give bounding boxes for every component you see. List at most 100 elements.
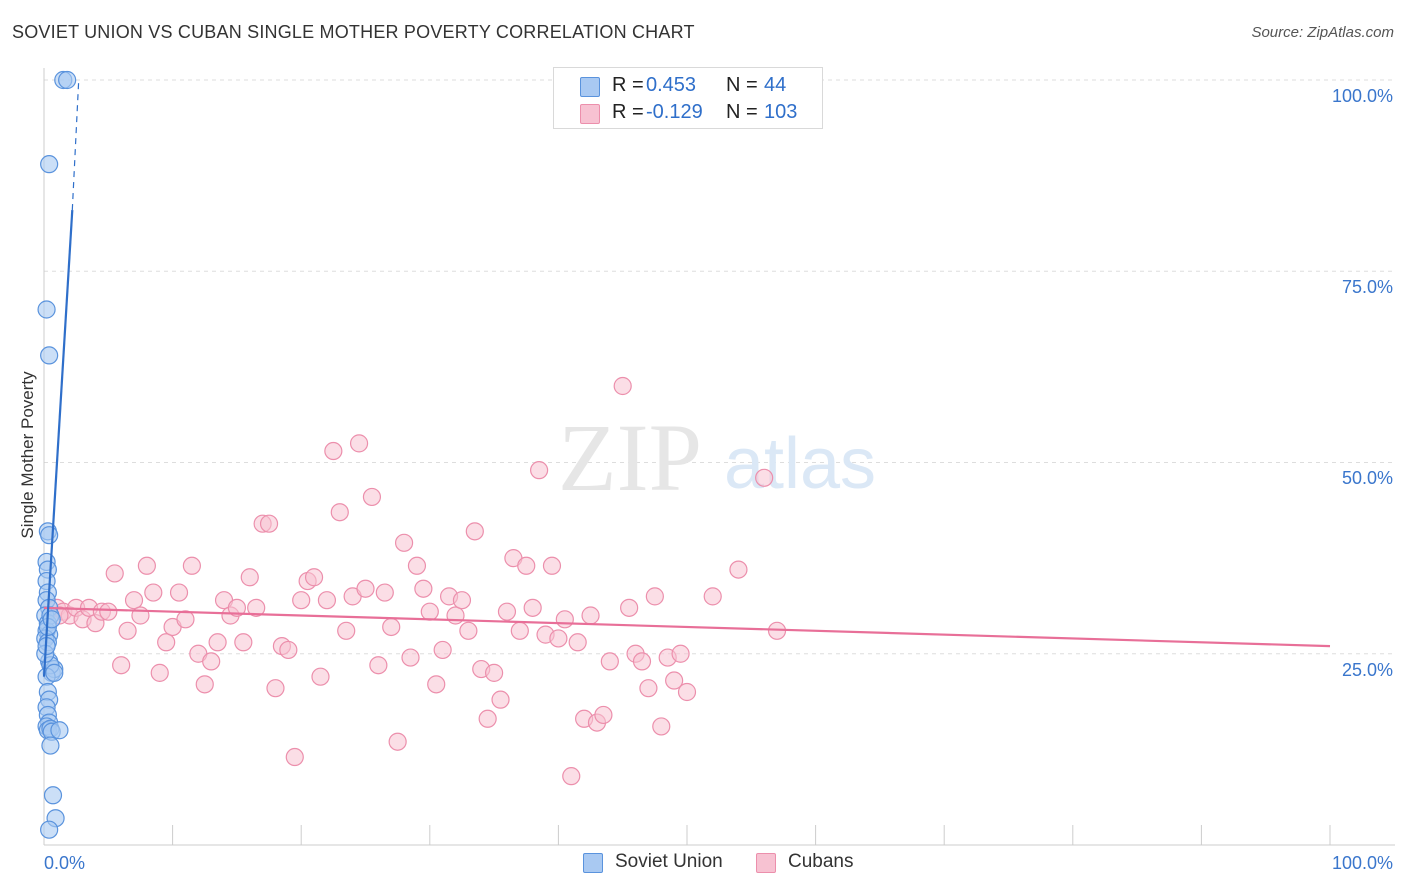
cuban-point <box>169 583 189 602</box>
cuban-point <box>549 629 568 648</box>
cuban-point <box>555 610 574 629</box>
legend-label: Cubans <box>788 851 854 872</box>
correlation-legend: R = 0.453 N = 44 R = -0.129 N = 103 <box>553 67 823 129</box>
cuban-point <box>491 690 510 709</box>
cuban-point <box>594 705 613 725</box>
x-tick-label-0: 0.0% <box>44 853 86 873</box>
cuban-point <box>433 640 452 660</box>
cuban-point <box>247 598 266 617</box>
cuban-point <box>337 621 356 640</box>
cuban-point <box>150 663 169 682</box>
r-label: R = <box>612 101 644 123</box>
x-tick-label-100: 100.0% <box>1331 853 1393 873</box>
cuban-point <box>414 579 433 598</box>
watermark: ZIP atlas <box>558 404 876 511</box>
cuban-point <box>279 640 298 660</box>
cuban-point <box>465 522 484 541</box>
cuban-point <box>99 602 118 621</box>
cuban-point <box>459 621 478 640</box>
cuban-point <box>349 434 369 453</box>
cuban-point <box>645 587 664 606</box>
soviet-point <box>42 610 61 629</box>
legend-row-cubans: R = -0.129 N = 103 <box>554 101 822 127</box>
soviet-point <box>50 721 69 740</box>
cuban-point <box>227 598 246 617</box>
cuban-point <box>394 533 414 552</box>
cuban-point <box>324 441 343 461</box>
cuban-point <box>176 610 195 629</box>
soviet-point <box>40 820 59 839</box>
y-tick-label-50: 50.0% <box>1341 468 1393 488</box>
soviet-trend-line <box>42 209 74 677</box>
y-axis-label: Single Mother Poverty <box>18 371 37 539</box>
cuban-point <box>703 587 722 606</box>
cuban-point <box>729 560 748 579</box>
cuban-point <box>208 633 227 652</box>
cuban-point <box>613 376 632 396</box>
cuban-point <box>517 556 536 575</box>
cuban-point <box>157 633 176 652</box>
cuban-point <box>137 556 156 575</box>
cuban-point <box>285 747 304 767</box>
cuban-point <box>755 468 774 487</box>
cuban-point <box>317 591 337 610</box>
cuban-point <box>182 556 201 575</box>
grid-lines <box>44 79 1395 655</box>
cuban-point <box>124 591 144 610</box>
cuban-point <box>304 568 324 587</box>
cuban-point <box>144 583 163 602</box>
cuban-point <box>510 621 529 640</box>
cuban-point <box>330 503 349 522</box>
cuban-point <box>427 675 446 694</box>
cuban-point <box>600 652 619 671</box>
cuban-point <box>523 598 542 617</box>
watermark-atlas: atlas <box>724 424 876 504</box>
cuban-point <box>407 556 427 575</box>
chart-title: SOVIET UNION VS CUBAN SINGLE MOTHER POVE… <box>12 22 695 42</box>
n-value: 103 <box>764 101 798 123</box>
cuban-point <box>118 621 137 640</box>
y-tick-label-25: 25.0% <box>1341 660 1393 680</box>
cuban-points <box>47 376 787 786</box>
cuban-point <box>671 644 690 663</box>
soviet-swatch <box>583 853 603 873</box>
soviet-point <box>40 346 59 365</box>
y-tick-label-100: 100.0% <box>1331 86 1393 106</box>
cuban-point <box>105 564 124 583</box>
cuban-point <box>568 633 587 652</box>
trend-lines <box>42 79 1331 677</box>
soviet-point <box>40 526 59 545</box>
soviet-point <box>41 736 60 755</box>
cuban-point <box>542 556 562 575</box>
cuban-point <box>452 591 472 610</box>
cuban-point <box>497 602 517 621</box>
cuban-point <box>632 652 652 671</box>
y-tick-label-75: 75.0% <box>1341 277 1393 297</box>
cuban-point <box>639 679 658 698</box>
soviet-point <box>58 70 77 90</box>
cuban-point <box>677 682 697 702</box>
cuban-point <box>562 767 581 786</box>
soviet-point <box>45 663 64 682</box>
cuban-point <box>202 652 221 671</box>
cuban-point <box>369 656 388 675</box>
cuban-point <box>401 648 420 667</box>
soviet-point <box>43 786 63 805</box>
cuban-point <box>195 675 214 694</box>
cuban-point <box>652 717 671 736</box>
r-value: 0.453 <box>646 74 697 96</box>
cuban-point <box>375 583 394 602</box>
n-label: N = <box>726 101 758 123</box>
soviet-points <box>36 70 77 839</box>
cuban-point <box>388 732 407 751</box>
source-credit: Source: ZipAtlas.com <box>1251 24 1394 41</box>
cuban-point <box>311 667 330 686</box>
r-value: -0.129 <box>646 101 703 123</box>
cuban-point <box>259 514 279 533</box>
cuban-point <box>485 663 504 682</box>
cuban-point <box>581 606 600 625</box>
cuban-point <box>446 606 465 625</box>
n-value: 44 <box>764 74 787 96</box>
cuban-point <box>240 568 259 587</box>
